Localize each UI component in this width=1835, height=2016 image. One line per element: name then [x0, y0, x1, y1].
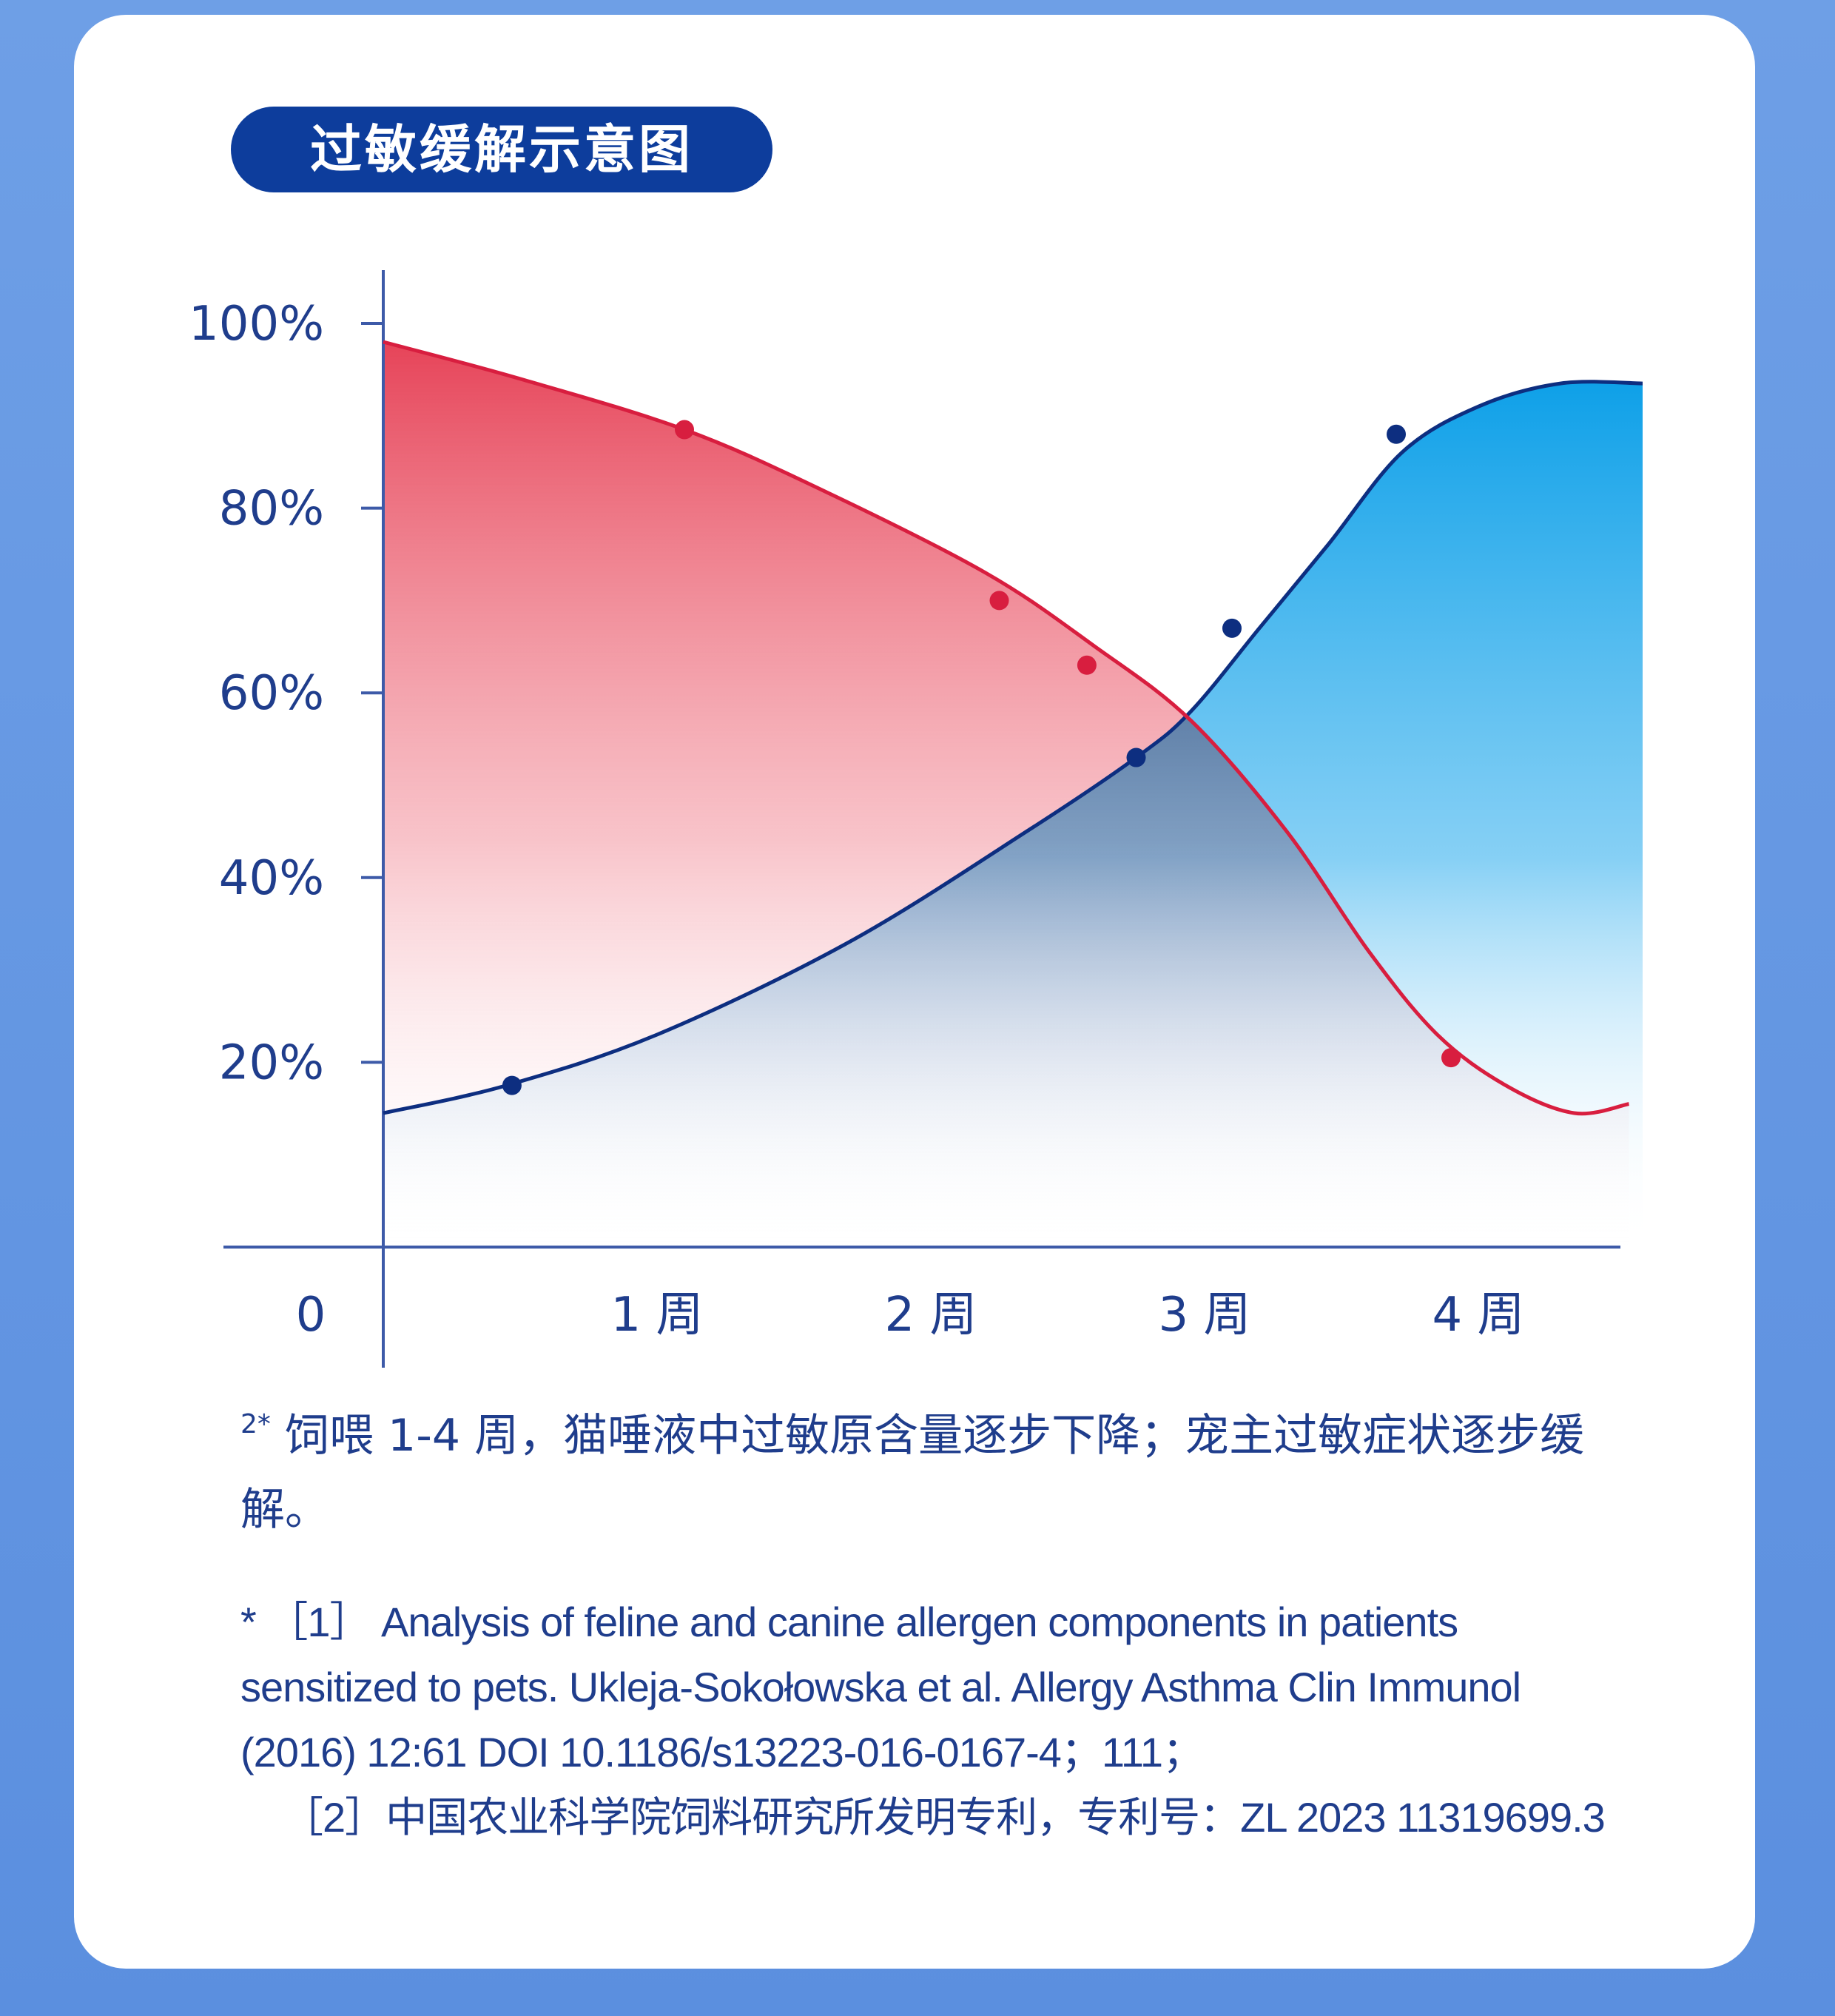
references: * ［1］ Analysis of feline and canine alle… — [240, 1590, 1635, 1850]
data-point-blue — [1387, 424, 1406, 444]
y-tick-label: 60% — [219, 666, 324, 721]
reference-2: ［2］中国农业科学院饲料研究所发明专利，专利号：ZL 2023 11319699… — [282, 1794, 1606, 1841]
y-tick-label: 100% — [189, 297, 324, 352]
data-point-red — [989, 591, 1009, 611]
series-line-blue — [383, 380, 1643, 1115]
chart-title-pill: 过敏缓解示意图 — [231, 107, 772, 192]
data-point-red — [675, 420, 694, 440]
footnote-marker: 2* — [240, 1409, 271, 1439]
chart-footnote: 2* 饲喂 1-4 周，猫唾液中过敏原含量逐步下降；宠主过敏症状逐步缓解。 — [240, 1399, 1635, 1547]
data-point-blue — [502, 1075, 522, 1095]
data-point-red — [1441, 1048, 1461, 1068]
footnote-text: 饲喂 1-4 周，猫唾液中过敏原含量逐步下降；宠主过敏症状逐步缓解。 — [240, 1410, 1585, 1536]
data-point-blue — [1222, 618, 1242, 638]
series-line-red — [383, 340, 1630, 1116]
x-tick-label: 4 周 — [1432, 1288, 1524, 1343]
y-tick-label: 40% — [219, 851, 324, 906]
x-tick-label: 1 周 — [610, 1288, 703, 1343]
y-tick-label: 20% — [219, 1035, 324, 1090]
area-red — [383, 342, 1629, 1247]
x-tick-label: 3 周 — [1158, 1288, 1250, 1343]
x-origin-label: 0 — [296, 1288, 326, 1343]
data-point-blue — [1126, 747, 1146, 767]
x-tick-label: 2 周 — [884, 1288, 977, 1343]
reference-1: * ［1］ Analysis of feline and canine alle… — [240, 1599, 1521, 1775]
y-tick-label: 80% — [219, 482, 324, 537]
data-point-red — [1077, 655, 1097, 675]
